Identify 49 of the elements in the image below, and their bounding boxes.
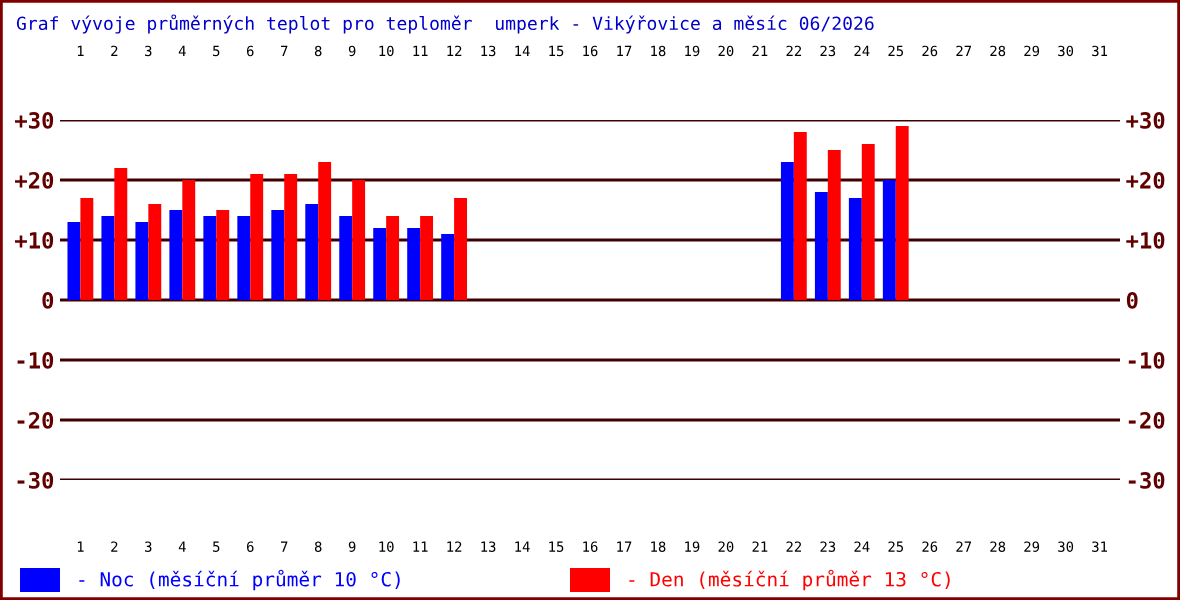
bar [895,126,909,300]
text: -10 [17,351,54,369]
text: -20 [17,411,54,429]
y-tick-label: 0 [1126,291,1138,309]
legend-label: - Noc (měsíční průměr 10 °C) [79,569,400,591]
bar [148,204,162,300]
bar [216,210,230,300]
y-tick-label: +10 [1126,231,1165,249]
y-tick-label: -10 [1128,351,1165,369]
text: +10 [15,231,54,249]
bar [827,150,841,300]
bar [454,198,468,300]
y-tick-label: -30 [1128,471,1165,489]
bar [169,210,183,300]
bar [203,216,217,300]
bar [339,216,353,300]
text: 0 [42,291,54,309]
bar [250,174,264,300]
bar [386,216,400,300]
bar [114,168,128,300]
text: -30 [17,471,54,489]
y-tick-label: +30 [1126,111,1165,129]
y-tick-label: -20 [1128,411,1165,429]
bar [861,144,875,300]
bar [135,222,149,300]
y-tick-label: +20 [1126,171,1165,189]
bar [420,216,434,300]
text: +20 [15,171,54,189]
bar [318,162,332,300]
bar [67,222,81,300]
text: +30 [15,111,54,129]
bar [793,132,807,300]
bar [407,228,421,300]
bar [80,198,94,300]
bar [271,210,285,300]
bar [780,162,794,300]
bar [441,234,455,300]
bar [352,180,366,300]
bar [182,180,196,300]
bar [305,204,319,300]
bar [237,216,251,300]
bar [284,174,298,300]
bar [101,216,115,300]
bar [373,228,387,300]
bar [814,192,828,300]
bar [848,198,862,300]
legend-label: - Den (měsíční průměr 13 °C) [629,569,950,591]
chart-title: Graf vývoje průměrných teplot pro teploměr umperk - Vikýřovice a měsíc 06/2026 [16,14,874,34]
bar [882,180,896,300]
